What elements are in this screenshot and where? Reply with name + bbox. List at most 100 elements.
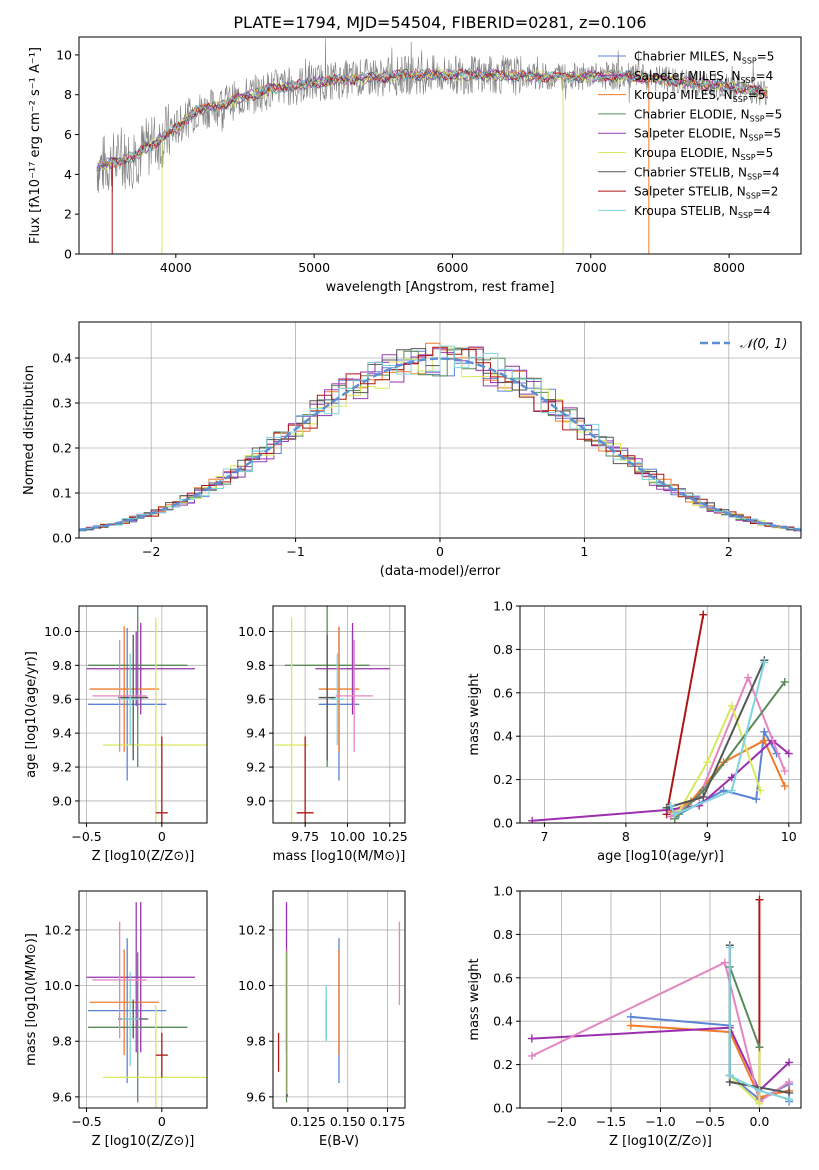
x-tick-label: −0.5 bbox=[71, 1114, 101, 1129]
y-tick-label: 0.2 bbox=[493, 1057, 513, 1072]
y-tick-label: 0.4 bbox=[52, 351, 72, 366]
y-tick-label: 9.2 bbox=[246, 760, 266, 775]
errorbar-point bbox=[103, 1005, 207, 1108]
y-tick-label: 9.0 bbox=[52, 793, 72, 808]
weight-marker bbox=[527, 1034, 536, 1043]
age_vs_mass-points bbox=[274, 606, 390, 823]
x-tick-label: 10.00 bbox=[330, 829, 366, 844]
weight_vs_age-frame bbox=[519, 605, 802, 824]
legend-entry: Kroupa MILES, NSSP=5 bbox=[634, 88, 765, 104]
weight-series-line bbox=[728, 947, 790, 1101]
y-tick-label: 10.0 bbox=[238, 978, 266, 993]
weight-marker bbox=[760, 727, 769, 736]
model-spectrum-line bbox=[96, 68, 768, 170]
legend-entry: Salpeter STELIB, NSSP=2 bbox=[634, 185, 778, 201]
y-tick-label: 0.2 bbox=[493, 772, 513, 787]
x-tick-label: 8000 bbox=[713, 260, 745, 275]
y-tick-label: 0.6 bbox=[493, 685, 513, 700]
weight-marker bbox=[725, 1071, 734, 1080]
y-tick-label: 0.0 bbox=[493, 1101, 513, 1116]
residuals-legend: 𝒩(0, 1) bbox=[700, 337, 787, 352]
x-tick-label: 0 bbox=[436, 544, 444, 559]
weight-series-line bbox=[673, 703, 762, 820]
x-axis-label: (data-model)/error bbox=[380, 564, 501, 579]
x-tick-label: 7 bbox=[540, 829, 548, 844]
errorbar-point bbox=[88, 938, 167, 1083]
x-axis-label: Z [log10(Z/Z⊙)] bbox=[92, 849, 195, 864]
y-tick-label: 10.0 bbox=[44, 624, 72, 639]
weight-marker bbox=[756, 786, 765, 795]
spectrum-axes: 4000 5000 6000 7000 8000 0 2 4 6 8 10 wavelength [A… bbox=[28, 47, 745, 295]
y-axis-label: Normed distribution bbox=[22, 365, 37, 495]
errorbar-point bbox=[155, 736, 168, 823]
x-tick-label: 0.175 bbox=[370, 1114, 406, 1129]
y-tick-label: 9.2 bbox=[52, 760, 72, 775]
y-tick-label: 0.8 bbox=[493, 927, 513, 942]
errorbar-point bbox=[274, 617, 309, 823]
errorbar-point bbox=[89, 949, 159, 1056]
x-tick-label: −2 bbox=[142, 544, 160, 559]
mass_vs_Z-points bbox=[86, 902, 207, 1108]
x-tick-label: 9 bbox=[703, 829, 711, 844]
y-tick-label: 0.0 bbox=[493, 816, 513, 831]
x-tick-label: 7000 bbox=[575, 260, 607, 275]
x-tick-label: 2 bbox=[725, 544, 733, 559]
y-tick-label: 9.8 bbox=[52, 1034, 72, 1049]
weight-series-line bbox=[670, 674, 786, 818]
weight-series-line bbox=[531, 961, 790, 1104]
age_vs_Z-points bbox=[86, 606, 207, 823]
y-tick-label: 9.4 bbox=[246, 726, 266, 741]
y-tick-label: 0.8 bbox=[493, 642, 513, 657]
errorbar-point bbox=[121, 971, 140, 1067]
x-tick-label: −2.0 bbox=[546, 1114, 576, 1129]
y-tick-label: 10.0 bbox=[44, 978, 72, 993]
weight-marker bbox=[699, 610, 708, 619]
weight-marker bbox=[785, 1077, 794, 1086]
y-tick-label: 9.0 bbox=[246, 793, 266, 808]
weight-marker bbox=[744, 673, 753, 682]
errorbar-point bbox=[330, 653, 345, 746]
x-axis-label: age [log10(age/yr)] bbox=[597, 849, 724, 864]
legend-entry: Chabrier ELODIE, NSSP=5 bbox=[634, 107, 782, 123]
weight-marker bbox=[727, 786, 736, 795]
y-tick-label: 0 bbox=[64, 247, 72, 262]
normal-curve bbox=[79, 357, 801, 532]
x-tick-label: 0 bbox=[158, 829, 166, 844]
x-tick-label: 0.125 bbox=[290, 1114, 326, 1129]
weight_vs_Z-series bbox=[527, 895, 794, 1108]
weight-marker bbox=[780, 766, 789, 775]
x-tick-label: 0.0 bbox=[749, 1114, 769, 1129]
errorbar-point bbox=[89, 626, 159, 752]
x-axis-label: Z [log10(Z/Z⊙)] bbox=[92, 1134, 195, 1149]
errorbar-point bbox=[335, 639, 373, 752]
x-tick-label: 5000 bbox=[298, 260, 330, 275]
legend-entry: Kroupa ELODIE, NSSP=5 bbox=[634, 146, 773, 162]
y-tick-label: 0.4 bbox=[493, 1014, 513, 1029]
y-tick-label: 1.0 bbox=[493, 599, 513, 614]
weight-marker bbox=[720, 958, 729, 967]
legend-entry: Salpeter ELODIE, NSSP=5 bbox=[634, 127, 781, 143]
y-tick-label: 8 bbox=[64, 87, 72, 102]
y-axis-label: Flux [fλ10⁻¹⁷ erg cm⁻² s⁻¹ A⁻¹] bbox=[28, 47, 43, 244]
weight-series-line bbox=[630, 1024, 790, 1099]
y-axis-label: mass weight bbox=[467, 673, 482, 755]
histogram-series bbox=[79, 345, 801, 532]
legend-entry: 𝒩(0, 1) bbox=[740, 337, 787, 352]
y-tick-label: 0.4 bbox=[493, 729, 513, 744]
y-tick-label: 6 bbox=[64, 127, 72, 142]
x-tick-label: 8 bbox=[622, 829, 630, 844]
y-axis-label: mass [log10(M/M⊙)] bbox=[24, 933, 39, 1066]
errorbar-point bbox=[155, 1032, 168, 1078]
x-tick-label: 9.75 bbox=[291, 829, 319, 844]
x-tick-label: 1 bbox=[580, 544, 588, 559]
legend-entry: Salpeter MILES, NSSP=4 bbox=[634, 69, 773, 85]
weight-marker bbox=[725, 943, 734, 952]
y-axis-label: age [log10(age/yr)] bbox=[24, 651, 39, 778]
y-tick-label: 4 bbox=[64, 167, 72, 182]
x-axis-label: mass [log10(M/M⊙)] bbox=[273, 849, 406, 864]
age_vs_Z-frame bbox=[78, 605, 208, 824]
y-tick-label: 2 bbox=[64, 207, 72, 222]
weight-series-line bbox=[665, 614, 705, 815]
